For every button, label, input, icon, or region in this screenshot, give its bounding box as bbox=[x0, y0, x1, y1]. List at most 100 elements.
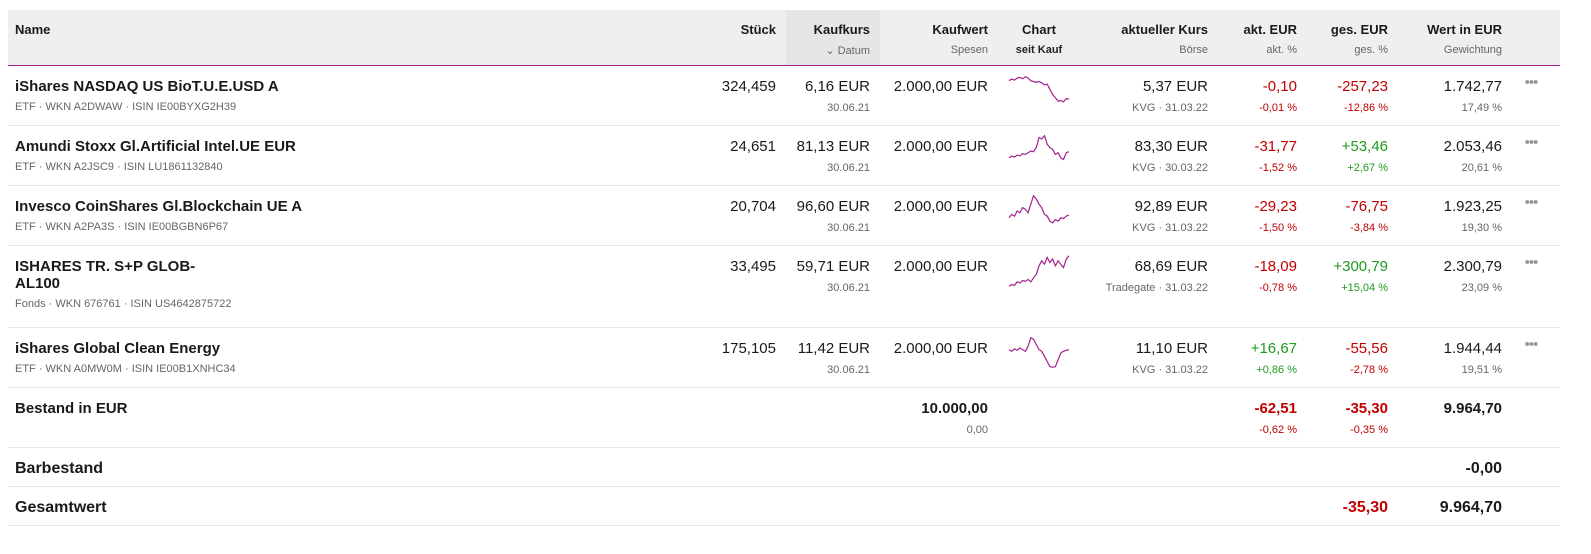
security-name[interactable]: iShares Global Clean Energy bbox=[15, 340, 221, 357]
gewichtung: 20,61 % bbox=[1461, 162, 1502, 174]
col-chart[interactable]: Chart seit Kauf bbox=[998, 10, 1080, 65]
gewichtung: 23,09 % bbox=[1461, 282, 1502, 294]
sparkline-line bbox=[1008, 75, 1070, 103]
col-name[interactable]: Name bbox=[8, 10, 700, 65]
sparkline-chart[interactable] bbox=[998, 328, 1080, 387]
sparkline-chart[interactable] bbox=[998, 246, 1080, 327]
kaufkurs: 96,60 EUR bbox=[796, 198, 870, 215]
bestand-ges-pct: -0,35 % bbox=[1350, 424, 1388, 436]
akt-eur: -0,10 bbox=[1262, 78, 1297, 95]
security-name[interactable]: Amundi Stoxx Gl.Artificial Intel.UE EUR bbox=[15, 138, 296, 155]
col-akt-eur-label: akt. EUR bbox=[1243, 22, 1297, 37]
ges-pct: -12,86 % bbox=[1343, 102, 1388, 114]
more-horizontal-icon[interactable]: ••• bbox=[1524, 194, 1539, 211]
col-kaufkurs[interactable]: Kaufkurs ⌄ Datum bbox=[786, 10, 880, 65]
kaufkurs: 6,16 EUR bbox=[804, 78, 870, 95]
bestand-label: Bestand in EUR bbox=[15, 400, 128, 417]
col-actions bbox=[1512, 10, 1560, 65]
ges-pct: -2,78 % bbox=[1350, 364, 1388, 376]
gewichtung: 19,51 % bbox=[1461, 364, 1502, 376]
kaufkurs: 59,71 EUR bbox=[796, 258, 870, 275]
gesamtwert-wert: 9.964,70 bbox=[1439, 499, 1502, 516]
bestand-akt-pct: -0,62 % bbox=[1259, 424, 1297, 436]
more-horizontal-icon[interactable]: ••• bbox=[1524, 134, 1539, 151]
kaufwert: 2.000,00 EUR bbox=[893, 138, 988, 155]
stueck: 324,459 bbox=[721, 78, 776, 95]
col-ges-eur-label: ges. EUR bbox=[1330, 22, 1388, 37]
bestand-spesen: 0,00 bbox=[966, 424, 988, 436]
table-row[interactable]: Amundi Stoxx Gl.Artificial Intel.UE EUR E… bbox=[8, 126, 1560, 186]
security-name[interactable]: iShares NASDAQ US BioT.U.E.USD A bbox=[15, 78, 279, 95]
stueck: 175,105 bbox=[721, 340, 776, 357]
akt-eur: +16,67 bbox=[1250, 340, 1297, 357]
stueck: 33,495 bbox=[730, 258, 776, 275]
sparkline-chart[interactable] bbox=[998, 126, 1080, 185]
sparkline-chart[interactable] bbox=[998, 186, 1080, 245]
ges-eur: -76,75 bbox=[1345, 198, 1388, 215]
stueck: 20,704 bbox=[730, 198, 776, 215]
col-kaufwert[interactable]: Kaufwert Spesen bbox=[880, 10, 998, 65]
more-horizontal-icon[interactable]: ••• bbox=[1524, 336, 1539, 353]
col-chart-label: Chart bbox=[1022, 22, 1056, 37]
col-wert-label: Wert in EUR bbox=[1427, 22, 1502, 37]
akt-eur: -31,77 bbox=[1254, 138, 1297, 155]
col-ges-eur[interactable]: ges. EUR ges. % bbox=[1307, 10, 1398, 65]
kaufwert: 2.000,00 EUR bbox=[893, 258, 988, 275]
bestand-row: Bestand in EUR 10.000,00 0,00 -62,51 -0,62… bbox=[8, 388, 1560, 448]
boerse: KVG · 31.03.22 bbox=[1132, 222, 1208, 234]
col-stueck[interactable]: Stück bbox=[700, 10, 786, 65]
akt-pct: +0,86 % bbox=[1256, 364, 1297, 376]
chevron-down-icon: ⌄ bbox=[825, 45, 835, 57]
stueck: 24,651 bbox=[730, 138, 776, 155]
kaufwert: 2.000,00 EUR bbox=[893, 198, 988, 215]
more-horizontal-icon[interactable]: ••• bbox=[1524, 74, 1539, 91]
security-name[interactable]: Invesco CoinShares Gl.Blockchain UE A bbox=[15, 198, 303, 215]
akt-pct: -1,50 % bbox=[1259, 222, 1297, 234]
sparkline-chart[interactable] bbox=[998, 66, 1080, 125]
kaufkurs: 11,42 EUR bbox=[797, 340, 870, 357]
col-boerse-label: Börse bbox=[1179, 44, 1208, 56]
bestand-ges-eur: -35,30 bbox=[1345, 400, 1388, 417]
col-akt-pct-label: akt. % bbox=[1266, 44, 1297, 56]
barbestand-label: Barbestand bbox=[15, 460, 104, 477]
table-row[interactable]: Invesco CoinShares Gl.Blockchain UE A ETF… bbox=[8, 186, 1560, 246]
bestand-akt-eur: -62,51 bbox=[1254, 400, 1297, 417]
security-meta: ETF · WKN A2PA3S · ISIN IE00BGBN6P67 bbox=[15, 221, 229, 233]
aktueller-kurs: 11,10 EUR bbox=[1135, 340, 1208, 357]
kaufwert: 2.000,00 EUR bbox=[893, 78, 988, 95]
ges-pct: +15,04 % bbox=[1341, 282, 1388, 294]
akt-eur: -29,23 bbox=[1254, 198, 1297, 215]
aktueller-kurs: 92,89 EUR bbox=[1134, 198, 1208, 215]
col-akt-eur[interactable]: akt. EUR akt. % bbox=[1218, 10, 1307, 65]
gewichtung: 19,30 % bbox=[1461, 222, 1502, 234]
barbestand-row: Barbestand -0,00 bbox=[8, 448, 1560, 487]
security-meta: Fonds · WKN 676761 · ISIN US4642875722 bbox=[15, 298, 232, 310]
col-seit-kauf-label: seit Kauf bbox=[1015, 44, 1063, 56]
barbestand-wert: -0,00 bbox=[1465, 460, 1502, 477]
ges-pct: -3,84 % bbox=[1350, 222, 1388, 234]
wert: 2.300,79 bbox=[1443, 258, 1502, 275]
col-wert[interactable]: Wert in EUR Gewichtung bbox=[1398, 10, 1512, 65]
table-row[interactable]: iShares NASDAQ US BioT.U.E.USD A ETF · WK… bbox=[8, 66, 1560, 126]
table-row[interactable]: ISHARES TR. S+P GLOB-AL100 Fonds · WKN 67… bbox=[8, 246, 1560, 328]
table-row[interactable]: iShares Global Clean Energy ETF · WKN A0M… bbox=[8, 328, 1560, 388]
akt-pct: -1,52 % bbox=[1259, 162, 1297, 174]
col-name-label: Name bbox=[15, 22, 51, 37]
col-gewichtung-label: Gewichtung bbox=[1443, 44, 1502, 56]
kaufdatum: 30.06.21 bbox=[827, 282, 870, 294]
ges-eur: +300,79 bbox=[1333, 258, 1388, 275]
gewichtung: 17,49 % bbox=[1461, 102, 1502, 114]
bestand-kaufwert: 10.000,00 bbox=[921, 400, 988, 417]
security-meta: ETF · WKN A0MW0M · ISIN IE00B1XNHC34 bbox=[15, 363, 236, 375]
akt-pct: -0,01 % bbox=[1259, 102, 1297, 114]
bestand-wert: 9.964,70 bbox=[1443, 400, 1502, 417]
portfolio-table: Name Stück Kaufkurs ⌄ Datum Kaufwert Spese… bbox=[8, 10, 1560, 526]
ges-eur: -55,56 bbox=[1345, 340, 1388, 357]
boerse: Tradegate · 31.03.22 bbox=[1105, 282, 1208, 294]
col-ges-pct-label: ges. % bbox=[1354, 44, 1388, 56]
col-akt-kurs[interactable]: aktueller Kurs Börse bbox=[1080, 10, 1218, 65]
wert: 1.742,77 bbox=[1443, 78, 1502, 95]
more-horizontal-icon[interactable]: ••• bbox=[1524, 254, 1539, 271]
table-header: Name Stück Kaufkurs ⌄ Datum Kaufwert Spese… bbox=[8, 10, 1560, 66]
security-name[interactable]: ISHARES TR. S+P GLOB-AL100 bbox=[15, 258, 196, 292]
